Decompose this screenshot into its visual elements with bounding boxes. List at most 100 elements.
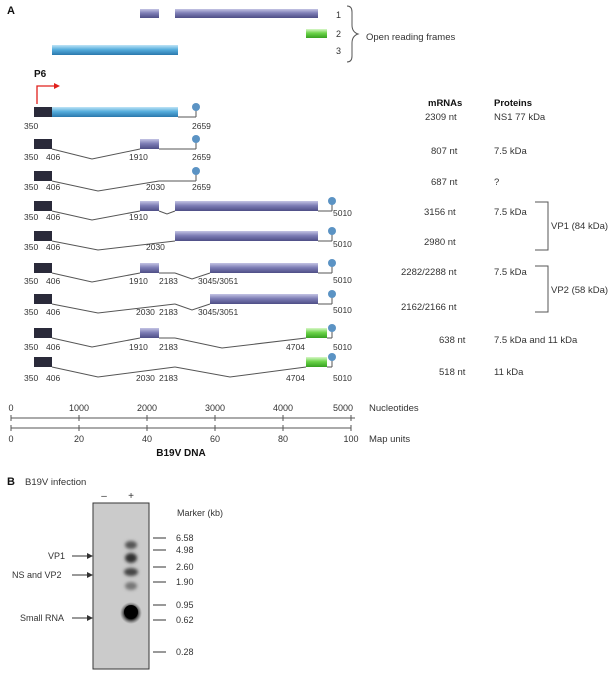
coord-label: 2659 — [192, 152, 211, 162]
lane-plus-label: + — [128, 491, 134, 502]
coord-label: 5010 — [333, 239, 352, 249]
coord-label: 350 — [24, 342, 38, 352]
orf-number-2: 2 — [336, 29, 341, 39]
nuc-tick-label: 1000 — [69, 403, 89, 413]
transcript-row-8: 350 406 1910 2183 4704 5010 638 nt 7.5 k… — [24, 324, 578, 352]
polya-dot — [192, 135, 200, 143]
protein-label: 7.5 kDa — [494, 207, 527, 218]
transcript-row-6: 350 406 1910 2183 3045/3051 5010 2282/22… — [24, 259, 527, 286]
mrnas-header: mRNAs — [428, 98, 462, 109]
transcript-map: 350 2659 2309 nt NS1 77 kDa 350 406 1910… — [24, 103, 578, 383]
coord-label: 406 — [46, 276, 60, 286]
northern-blot — [92, 502, 150, 670]
mrna-length: 2162/2166 nt — [401, 302, 457, 313]
coord-label: 2659 — [192, 182, 211, 192]
map-units-label: Map units — [369, 434, 410, 445]
coord-label: 2030 — [146, 182, 165, 192]
marker-ladder: 6.58 4.98 2.60 1.90 0.95 0.62 0.28 — [153, 533, 194, 657]
nuc-tick-label: 0 — [8, 403, 13, 413]
marker-label: 2.60 — [176, 562, 194, 572]
promoter-arrow — [36, 85, 54, 104]
map-tick-label: 20 — [74, 434, 84, 444]
arrow-ns-vp2 — [87, 572, 93, 578]
coord-label: 5010 — [333, 305, 352, 315]
nuc-tick-label: 5000 — [333, 403, 353, 413]
transcript-row-2: 350 406 1910 2659 807 nt 7.5 kDa — [24, 135, 527, 162]
marker-label: 6.58 — [176, 533, 194, 543]
polya-dot — [192, 103, 200, 111]
polya-dot — [328, 324, 336, 332]
marker-label: 0.95 — [176, 600, 194, 610]
polya-dot — [328, 259, 336, 267]
protein-label: 7.5 kDa and 11 kDa — [494, 335, 578, 346]
mrna-length: 638 nt — [439, 335, 466, 346]
coord-label: 1910 — [129, 212, 148, 222]
vp1-bracket-label: VP1 (84 kDa) — [551, 221, 608, 232]
orf-brace — [346, 5, 360, 63]
transcript-row-7: 350 406 2030 2183 3045/3051 5010 2162/21… — [24, 290, 457, 317]
mrna-length: 687 nt — [431, 177, 458, 188]
coord-label: 2030 — [136, 307, 155, 317]
marker-label: 0.28 — [176, 647, 194, 657]
polya-dot — [328, 227, 336, 235]
orf1-segment-a — [140, 9, 159, 18]
nuc-tick-label: 2000 — [137, 403, 157, 413]
promoter-arrowhead — [54, 83, 60, 89]
marker-label: 1.90 — [176, 577, 194, 587]
band-ns-vp2 — [124, 568, 138, 576]
coord-label: 350 — [24, 307, 38, 317]
arrow-vp1 — [87, 553, 93, 559]
dna-label: B19V DNA — [156, 448, 205, 459]
coord-label: 2030 — [146, 242, 165, 252]
protein-label: ? — [494, 177, 499, 188]
polya-dot — [328, 290, 336, 298]
vp2-bracket — [535, 265, 549, 313]
coord-label: 406 — [46, 373, 60, 383]
transcript-row-5: 350 406 2030 5010 2980 nt — [24, 227, 456, 252]
polya-dot — [328, 353, 336, 361]
band-label-ns-vp2: NS and VP2 — [12, 570, 62, 580]
coord-label: 406 — [46, 307, 60, 317]
coord-label: 406 — [46, 182, 60, 192]
protein-label: 7.5 kDa — [494, 146, 527, 157]
orf1-segment-b — [175, 9, 318, 18]
coord-label: 406 — [46, 342, 60, 352]
marker-title: Marker (kb) — [177, 508, 223, 518]
polya-dot — [328, 197, 336, 205]
orf3-bar — [52, 45, 178, 55]
band-vp1 — [125, 541, 137, 549]
coord-label: 5010 — [333, 342, 352, 352]
orf-number-1: 1 — [336, 10, 341, 20]
mrna-length: 3156 nt — [424, 207, 456, 218]
mrna-length: 2282/2288 nt — [401, 267, 457, 278]
coord-label: 2659 — [192, 121, 211, 131]
mrna-length: 2309 nt — [425, 112, 457, 123]
vp1-bracket — [535, 201, 549, 251]
protein-label: 11 kDa — [494, 367, 524, 378]
map-units-axis: 0 20 40 60 80 100 Map units — [8, 425, 410, 445]
protein-label: 7.5 kDa — [494, 267, 527, 278]
map-tick-label: 0 — [8, 434, 13, 444]
coord-label: 350 — [24, 242, 38, 252]
coord-label: 4704 — [286, 342, 305, 352]
vp2-bracket-label: VP2 (58 kDa) — [551, 285, 608, 296]
transcript-row-3: 350 406 2030 2659 687 nt ? — [24, 167, 499, 192]
coord-label: 2183 — [159, 276, 178, 286]
coord-label: 2183 — [159, 307, 178, 317]
coord-label: 350 — [24, 373, 38, 383]
coord-label: 350 — [24, 121, 38, 131]
marker-label: 4.98 — [176, 545, 194, 555]
lane-minus-label: – — [101, 491, 107, 502]
coord-label: 406 — [46, 152, 60, 162]
orf2-bar — [306, 29, 327, 38]
coord-label: 350 — [24, 276, 38, 286]
panel-a-label: A — [7, 5, 15, 17]
band-label-vp1: VP1 — [48, 551, 65, 561]
coord-label: 350 — [24, 182, 38, 192]
nuc-tick-label: 4000 — [273, 403, 293, 413]
transcript-row-9: 350 406 2030 2183 4704 5010 518 nt 11 kD… — [24, 353, 524, 383]
coord-label: 406 — [46, 242, 60, 252]
protein-label: NS1 77 kDa — [494, 112, 546, 123]
map-tick-label: 40 — [142, 434, 152, 444]
